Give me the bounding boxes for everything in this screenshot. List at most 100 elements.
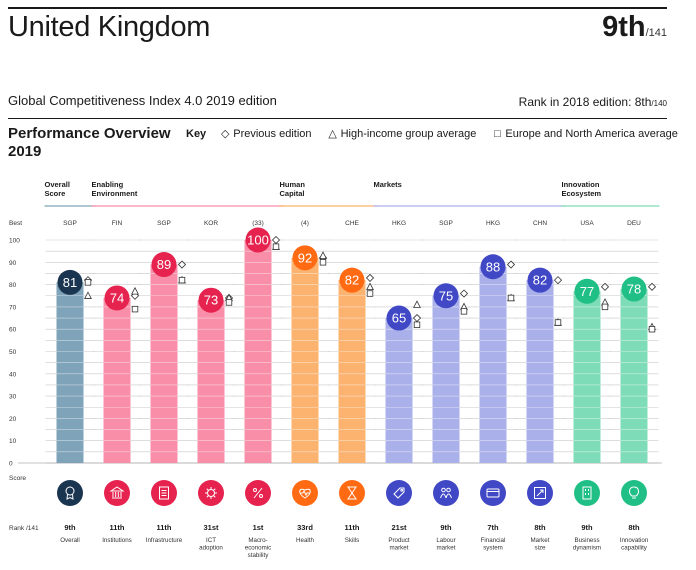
pillar-name-line: Infrastructure	[146, 537, 183, 544]
high-income-marker	[366, 282, 374, 291]
best-country-label: DEU	[627, 220, 641, 227]
pillar-rank: 11th	[156, 523, 171, 532]
pillar-rank: 9th	[64, 523, 76, 532]
square-icon: □	[494, 128, 501, 140]
score-value: 100	[247, 233, 269, 248]
score-circle	[198, 287, 224, 313]
score-bar	[479, 266, 507, 463]
percent-icon-part	[253, 487, 263, 499]
europe-marker	[178, 276, 186, 284]
people-icon	[440, 487, 452, 499]
section-rule	[8, 118, 667, 119]
europe-marker	[507, 294, 515, 302]
pillar-name-line: dynamism	[573, 545, 601, 552]
score-circle	[339, 267, 365, 293]
europe-marker	[225, 299, 233, 306]
score-value: 82	[533, 273, 547, 288]
pillar-name-line: Business	[574, 537, 599, 544]
group-label: Enabling Environment	[92, 180, 138, 198]
rank-2018-total: /140	[651, 99, 667, 108]
cog-icon-part	[213, 488, 216, 491]
best-country-label: CHE	[345, 220, 359, 227]
pillar-icon-circle	[104, 480, 130, 506]
pillar-icon-circle	[433, 480, 459, 506]
rank-2018-label: Rank in 2018 edition: 8th	[518, 95, 652, 109]
score-value: 75	[439, 288, 453, 303]
rank-value: 9th	[602, 11, 646, 43]
score-bar	[573, 291, 601, 463]
previous-edition-marker	[365, 273, 375, 282]
pillar-name-line: Product	[388, 537, 410, 544]
building-icon	[109, 486, 125, 499]
people-icon-part	[441, 487, 446, 493]
high-income-marker	[413, 300, 421, 308]
score-bar	[432, 295, 460, 463]
score-circle	[386, 305, 412, 331]
y-tick-label: 10	[9, 438, 17, 445]
y-tick-label: 20	[9, 416, 17, 423]
pillar-rank: 31st	[203, 523, 219, 532]
document-icon-part	[161, 490, 167, 496]
high-income-marker	[131, 286, 139, 295]
europe-marker	[554, 319, 562, 326]
best-country-label: KOR	[204, 220, 218, 227]
score-axis-label: Score	[9, 475, 26, 482]
pillar-name-line: Financial	[481, 537, 506, 544]
score-value: 82	[345, 273, 359, 288]
score-circle	[292, 245, 318, 271]
y-tick-label: 40	[9, 371, 17, 378]
score-bar	[338, 280, 366, 463]
score-value: 77	[580, 284, 594, 299]
hourglass-icon	[347, 486, 357, 500]
medal-icon-part	[66, 494, 74, 500]
pillar-name-line: stability	[248, 552, 270, 559]
score-circle	[151, 252, 177, 278]
previous-edition-marker	[553, 276, 563, 285]
score-value: 78	[627, 282, 641, 297]
pillar-name-line: Overall	[60, 537, 80, 544]
card-icon	[486, 488, 500, 498]
best-country-label: (4)	[301, 220, 309, 227]
group-label: Innovation Ecosystem	[562, 180, 602, 198]
group-label: Markets	[374, 180, 402, 189]
pillar-name-line: market	[390, 545, 409, 552]
score-bar	[291, 257, 319, 463]
score-bar	[620, 289, 648, 463]
pillar-name: Market size	[531, 537, 550, 552]
cog-icon-part	[206, 495, 209, 498]
legend: Key ◇ Previous edition △ High-income group…	[186, 127, 690, 140]
expand-icon	[534, 487, 546, 499]
percent-icon-part	[259, 494, 263, 498]
previous-edition-marker	[177, 260, 187, 269]
europe-marker	[131, 305, 139, 313]
score-value: 73	[204, 293, 218, 308]
pillar-name-line: Skills	[345, 537, 359, 544]
high-income-marker	[84, 291, 92, 299]
legend-europe-label: Europe and North America average	[505, 128, 678, 140]
pillar-icon-circle	[480, 480, 506, 506]
document-icon	[159, 486, 169, 500]
y-tick-label: 0	[9, 461, 13, 468]
pillar-rank: 11th	[109, 523, 124, 532]
pillar-name-line: Macro-	[248, 537, 267, 544]
heart-icon	[299, 488, 311, 499]
europe-marker	[460, 308, 468, 315]
score-circle	[245, 227, 271, 253]
pillar-name: ICT adoption	[199, 537, 223, 552]
high-income-marker	[319, 251, 327, 259]
pillar-name-line: Health	[296, 537, 314, 544]
europe-marker	[272, 243, 280, 250]
tag-icon	[393, 487, 405, 499]
score-circle	[480, 254, 506, 280]
pillar-rank: 33rd	[297, 523, 313, 532]
group-label-line: Human	[280, 180, 306, 189]
score-circle	[433, 283, 459, 309]
best-country-label: HKG	[392, 220, 406, 227]
score-value: 81	[63, 275, 77, 290]
pillar-name-line: system	[483, 545, 503, 552]
score-value: 92	[298, 250, 312, 265]
pillar-name: Macro-economic stability	[245, 537, 271, 559]
diamond-icon: ◇	[221, 128, 230, 140]
pillar-name: Infrastructure	[146, 537, 183, 544]
previous-edition-marker	[600, 282, 610, 291]
